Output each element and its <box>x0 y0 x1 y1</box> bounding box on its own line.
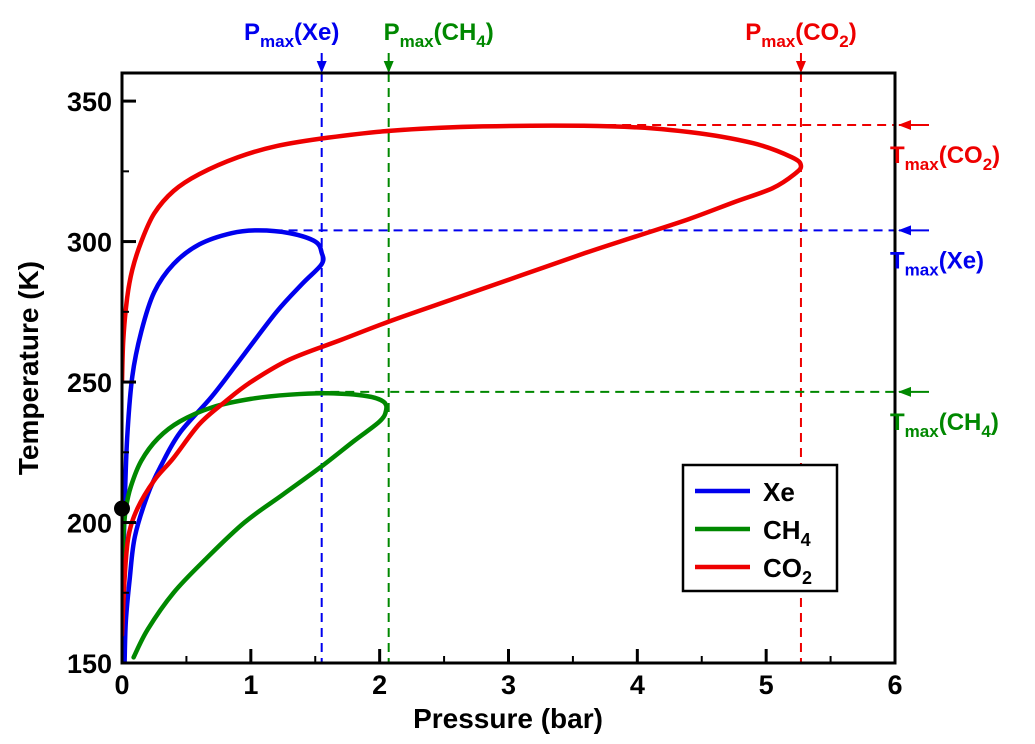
y-axis-title: Temperature (K) <box>13 261 44 475</box>
tmax-label-sub: max <box>905 260 940 279</box>
tmax-label-sub2: 4 <box>981 422 991 441</box>
tmax-label-rest: (CO <box>939 142 983 169</box>
pmax-label-rest: (CO <box>795 19 839 46</box>
pmax-label: Pmax(Xe) <box>244 19 339 51</box>
pmax-arrow-head <box>383 61 394 73</box>
tmax-label-sub2: 2 <box>983 155 992 174</box>
legend-label-base: Xe <box>763 477 795 507</box>
y-tick-label: 200 <box>67 509 112 539</box>
legend-label-sub: 4 <box>801 530 811 550</box>
pmax-label-tail: ) <box>849 19 857 46</box>
legend-label-base: CH <box>763 515 801 545</box>
series-line-ch4 <box>122 390 389 660</box>
pmax-label-base: P <box>745 19 761 46</box>
tmax-label-sub: max <box>905 422 940 441</box>
tmax-arrow-head <box>898 119 911 130</box>
tmax-label-tail: ) <box>992 142 1000 169</box>
pmax-label-tail: ) <box>486 19 494 46</box>
y-tick-label: 250 <box>67 368 112 398</box>
max-annotations: Pmax(Xe) Pmax(CH4) Pmax(CO2)Tmax(CO2)Tmax(… <box>244 19 1000 441</box>
tmax-label-base: T <box>890 142 905 169</box>
tmax-label-base: T <box>890 409 905 436</box>
pmax-arrow-head <box>795 61 806 73</box>
pmax-label-base: P <box>244 19 260 46</box>
pmax-label-sub: max <box>260 32 295 51</box>
axis-ticks <box>120 99 897 665</box>
legend-label-sub: 2 <box>802 568 812 588</box>
x-tick-label: 5 <box>759 670 774 700</box>
tick-labels: 0 1 2 3 4 5 6 150 200 250 300 350 <box>67 87 903 700</box>
y-tick-label: 300 <box>67 228 112 258</box>
pmax-label-sub2: 2 <box>839 32 848 51</box>
point-marker <box>114 500 130 517</box>
legend-label: Xe <box>763 477 795 507</box>
pmax-label: Pmax(CO2) <box>745 19 857 51</box>
data-curves <box>122 123 804 663</box>
tmax-label: Tmax(CO2) <box>890 142 1000 174</box>
pmax-label-rest: (Xe) <box>294 19 339 46</box>
y-tick-label: 350 <box>67 87 112 117</box>
pmax-label-sub2: 4 <box>476 32 486 51</box>
tmax-label-base: T <box>890 247 905 274</box>
pmax-arrow-head <box>316 61 327 73</box>
x-tick-label: 4 <box>630 670 645 700</box>
tmax-label: Tmax(CH4) <box>890 409 999 441</box>
pmax-label: Pmax(CH4) <box>384 19 494 51</box>
x-tick-label: 0 <box>114 670 129 700</box>
x-tick-label: 1 <box>243 670 258 700</box>
tmax-label-rest: (CH <box>939 409 982 436</box>
x-tick-label: 3 <box>501 670 516 700</box>
tmax-label-rest: (Xe) <box>939 247 984 274</box>
x-tick-label: 2 <box>372 670 387 700</box>
y-tick-label: 150 <box>67 649 112 679</box>
pmax-label-sub: max <box>400 32 435 51</box>
legend-label-base: CO <box>763 553 802 583</box>
legend-label: CH4 <box>763 515 811 550</box>
tmax-label: Tmax(Xe) <box>890 247 984 279</box>
pmax-label-base: P <box>384 19 400 46</box>
pmax-label-rest: (CH <box>434 19 477 46</box>
x-axis-title: Pressure (bar) <box>413 703 603 734</box>
legend-label: CO2 <box>763 553 812 588</box>
x-tick-label: 6 <box>887 670 902 700</box>
tmax-arrow-head <box>898 225 911 236</box>
pmax-label-sub: max <box>761 32 796 51</box>
tmax-label-tail: ) <box>991 409 999 436</box>
tmax-label-sub: max <box>905 155 940 174</box>
series-line-co2 <box>122 123 804 638</box>
tmax-arrow-head <box>898 386 911 397</box>
